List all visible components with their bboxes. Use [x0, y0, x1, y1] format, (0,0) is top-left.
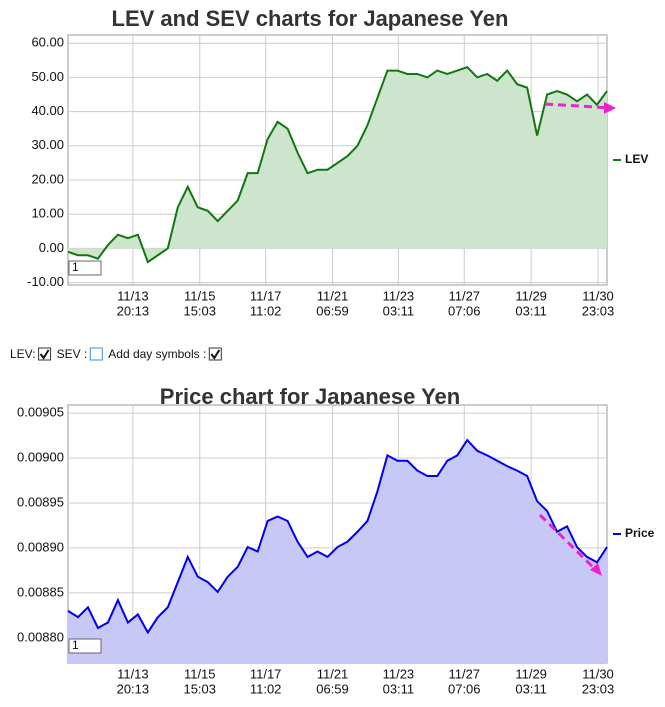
x-tick-label: 03:11 [515, 681, 547, 696]
legend-label: LEV [625, 152, 648, 166]
x-tick-label: 11/29 [515, 288, 547, 303]
line [67, 65, 608, 264]
y-tick-label: 50.00 [31, 69, 64, 84]
x-tick-label: 03:11 [515, 303, 547, 318]
y-tick-label: 20.00 [31, 171, 64, 186]
y-tick-label: 0.00905 [17, 405, 64, 420]
x-tick-label: 03:11 [383, 681, 415, 696]
area [68, 67, 607, 263]
input-value: 1 [72, 638, 79, 652]
y-tick-label: 0.00880 [17, 629, 64, 644]
x-tick-label: 11/23 [383, 666, 415, 681]
input-value: 1 [72, 260, 79, 274]
x-tick-label: 11/13 [117, 666, 149, 681]
y-tick-label: 0.00 [39, 240, 64, 255]
y-tick-label: 0.00890 [17, 539, 64, 554]
control-label: Add day symbols : [108, 347, 206, 361]
trend-arrow [544, 102, 613, 110]
x-tick-label: 06:59 [316, 681, 349, 696]
x-tick-label: 06:59 [316, 303, 349, 318]
x-tick-label: 11/21 [317, 666, 349, 681]
x-tick-label: 03:11 [383, 303, 415, 318]
checkmark [210, 349, 221, 360]
x-tick-label: 11/30 [582, 288, 614, 303]
x-tick-label: 07:06 [448, 681, 481, 696]
y-tick-label: 0.00900 [17, 449, 64, 464]
x-tick-label: 11/30 [582, 666, 614, 681]
x-tick-label: 11/17 [250, 666, 282, 681]
y-tick-label: 0.00895 [17, 494, 64, 509]
x-tick-label: 11/13 [117, 288, 149, 303]
y-tick-label: 0.00885 [17, 584, 64, 599]
x-tick-label: 11/15 [184, 288, 216, 303]
y-tick-label: 10.00 [31, 206, 64, 221]
x-tick-label: 07:06 [448, 303, 481, 318]
line [67, 438, 608, 635]
arrow-head [590, 563, 602, 576]
x-tick-label: 11/27 [448, 666, 480, 681]
x-tick-label: 20:13 [117, 681, 150, 696]
input-box [68, 638, 102, 654]
x-tick-label: 23:03 [582, 681, 615, 696]
x-tick-label: 11/29 [515, 666, 547, 681]
control-label: SEV : [57, 347, 88, 361]
legend-label: Price [625, 526, 655, 540]
checkbox[interactable] [89, 347, 103, 361]
x-tick-label: 11/21 [317, 288, 349, 303]
x-tick-label: 23:03 [582, 303, 615, 318]
y-tick-label: 40.00 [31, 103, 64, 118]
x-tick-label: 11/27 [448, 288, 480, 303]
y-tick-label: -10.00 [27, 274, 64, 289]
x-tick-label: 15:03 [183, 303, 216, 318]
input-box [68, 260, 102, 276]
checkmark [39, 349, 50, 360]
area [68, 440, 607, 663]
control-label: LEV: [10, 347, 36, 361]
x-tick-label: 11:02 [250, 681, 282, 696]
y-tick-label: 30.00 [31, 137, 64, 152]
x-tick-label: 15:03 [183, 681, 216, 696]
x-tick-label: 11/17 [250, 288, 282, 303]
chart-title: LEV and SEV charts for Japanese Yen [112, 6, 509, 31]
x-tick-label: 20:13 [117, 303, 150, 318]
x-tick-label: 11:02 [250, 303, 282, 318]
x-tick-label: 11/23 [383, 288, 415, 303]
trend-arrow [538, 513, 600, 574]
arrow-head [604, 102, 616, 114]
y-tick-label: 60.00 [31, 35, 64, 50]
x-tick-label: 11/15 [184, 666, 216, 681]
